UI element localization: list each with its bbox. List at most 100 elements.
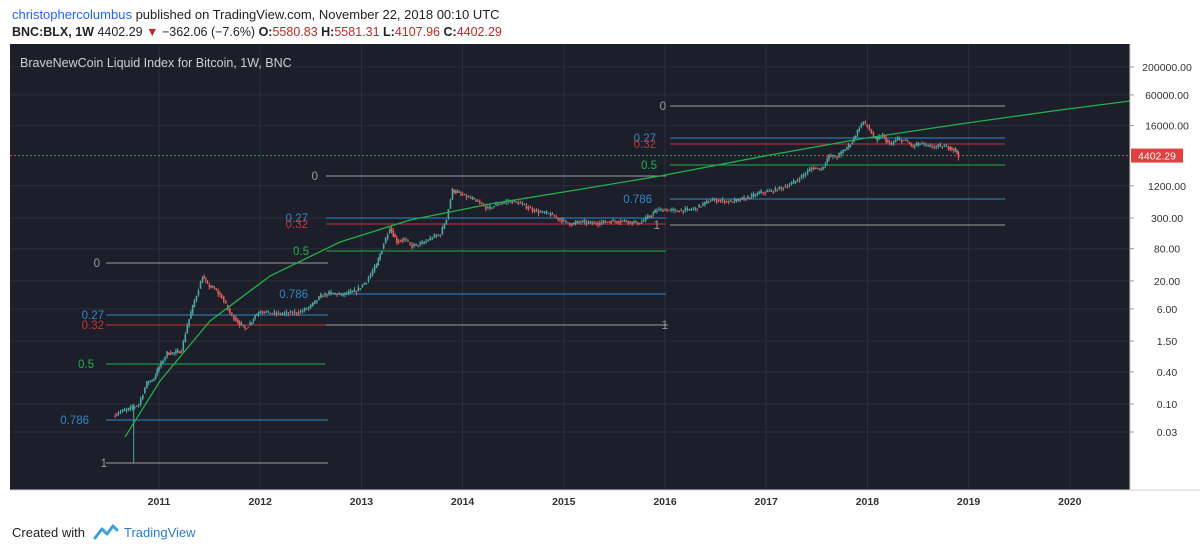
candle-body — [866, 124, 869, 127]
candle-body — [318, 296, 320, 300]
candle-body — [336, 293, 338, 296]
candle-body — [445, 219, 448, 224]
time-tick-label: 2014 — [451, 496, 475, 508]
candle-body — [164, 357, 166, 360]
price-chart[interactable]: BraveNewCoin Liquid Index for Bitcoin, 1… — [10, 44, 1200, 514]
last-price: 4402.29 — [97, 25, 143, 39]
candle-body — [637, 222, 639, 225]
candle-body — [203, 276, 206, 279]
candle-body — [713, 198, 716, 201]
candle-body — [901, 139, 903, 143]
candle-body — [754, 195, 757, 197]
candle-body — [631, 221, 633, 224]
candle-body — [231, 313, 233, 315]
high-label: H: — [321, 25, 335, 39]
candle-body — [646, 215, 649, 219]
candle-body — [574, 222, 577, 224]
candle-body — [217, 291, 220, 294]
candle-body — [694, 207, 697, 209]
candle-body — [830, 156, 832, 158]
candle-body — [409, 242, 411, 244]
candle-body — [405, 239, 407, 241]
candle-body — [254, 315, 256, 319]
price-axis[interactable] — [1130, 44, 1200, 490]
candle-body — [476, 200, 479, 202]
candle-body — [390, 227, 393, 232]
publication-header: christophercolumbus published on Trading… — [0, 0, 1200, 44]
fib-level-label: 0 — [660, 101, 666, 113]
candle-body — [119, 411, 122, 413]
chart-area[interactable]: BraveNewCoin Liquid Index for Bitcoin, 1… — [10, 44, 1200, 514]
price-tick-label: 20.00 — [1154, 276, 1180, 288]
candle-body — [880, 137, 882, 139]
candle-body — [838, 153, 840, 157]
candle-body — [549, 213, 552, 217]
down-arrow-icon: ▼ — [146, 25, 159, 39]
time-tick-label: 2015 — [552, 496, 576, 508]
close-label: C: — [443, 25, 457, 39]
candle-body — [359, 288, 362, 290]
candle-body — [499, 203, 501, 205]
candle-body — [392, 230, 395, 237]
candle-body — [144, 388, 146, 394]
candle-body — [680, 210, 682, 212]
open-label: O: — [258, 25, 273, 39]
candle-body — [674, 209, 676, 211]
created-with-label: Created with — [12, 525, 85, 540]
candle-body — [874, 136, 877, 139]
candle-body — [561, 219, 563, 223]
candle-body — [780, 187, 783, 189]
candle-body — [114, 415, 116, 417]
candle-body — [273, 311, 276, 314]
candle-body — [569, 222, 571, 226]
candle-body — [565, 220, 567, 222]
candle-body — [481, 203, 483, 205]
time-tick-label: 2017 — [755, 496, 779, 508]
candle-body — [821, 168, 823, 170]
candle-body — [885, 137, 887, 142]
tradingview-logo-icon[interactable] — [93, 523, 119, 541]
candle-body — [906, 141, 909, 143]
candle-body — [259, 312, 261, 314]
fib-level-label: 0.27 — [286, 213, 308, 225]
candle-body — [257, 313, 260, 315]
candle-body — [242, 324, 245, 326]
candle-body — [503, 202, 505, 204]
candle-body — [427, 240, 429, 242]
candle-body — [956, 149, 958, 154]
candle-body — [937, 144, 940, 147]
candle-body — [704, 201, 706, 205]
candle-body — [252, 319, 255, 321]
candle-body — [166, 351, 168, 357]
candle-body — [642, 220, 645, 222]
candle-body — [856, 129, 859, 135]
candle-body — [762, 192, 764, 194]
candle-body — [312, 302, 314, 306]
candle-body — [608, 221, 611, 223]
author-link[interactable]: christophercolumbus — [12, 7, 132, 22]
candle-body — [235, 317, 237, 322]
time-axis[interactable] — [10, 490, 1200, 514]
candle-body — [784, 186, 787, 188]
candle-body — [326, 294, 328, 296]
candle-body — [521, 203, 524, 205]
candle-body — [591, 222, 594, 224]
candle-body — [705, 200, 708, 204]
candle-body — [748, 197, 751, 199]
candle-body — [158, 366, 160, 371]
candle-body — [768, 190, 771, 192]
candle-body — [846, 147, 848, 150]
candle-body — [303, 307, 306, 311]
candle-body — [320, 294, 322, 298]
tradingview-link[interactable]: TradingView — [124, 525, 196, 540]
candle-body — [443, 224, 446, 229]
candle-body — [147, 382, 150, 384]
candle-body — [698, 204, 700, 208]
candle-body — [287, 313, 290, 315]
fib-level-label: 1 — [654, 220, 660, 232]
candle-body — [858, 128, 861, 131]
candle-body — [173, 352, 175, 354]
candle-body — [201, 278, 204, 283]
candle-body — [411, 244, 413, 248]
candle-body — [501, 203, 503, 205]
